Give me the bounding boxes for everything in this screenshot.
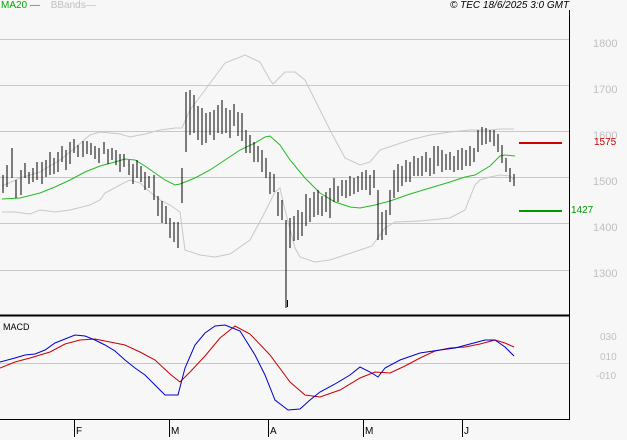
x-tick-jun: J xyxy=(464,426,469,437)
x-tick-may: M xyxy=(365,426,374,437)
price-grid xyxy=(0,39,569,364)
macd-title: MACD xyxy=(3,322,30,332)
macd-signal-line xyxy=(0,325,515,398)
price-tick-1700: 1700 xyxy=(593,84,618,96)
legend-ma20: MA20 — xyxy=(1,0,40,11)
macd-tick-neg10: -010 xyxy=(596,371,617,382)
macd-tick-10: 010 xyxy=(600,352,617,363)
macd-tick-30: 030 xyxy=(600,332,617,343)
resistance-label: 1575 xyxy=(594,137,617,148)
x-tick-mar: M xyxy=(171,426,180,437)
price-tick-1800: 1800 xyxy=(593,38,618,50)
legend-bbands: BBands— xyxy=(50,0,96,11)
x-tick-feb: F xyxy=(76,426,83,437)
price-tick-1600: 1600 xyxy=(593,130,618,142)
support-label: 1427 xyxy=(571,205,594,216)
chart-legend: MA20 — BBands— xyxy=(1,0,96,12)
x-tick-apr: A xyxy=(270,426,277,437)
x-axis-ticks xyxy=(74,420,463,437)
bbands-lower xyxy=(2,174,515,263)
price-tick-1400: 1400 xyxy=(593,222,618,234)
bbands-upper xyxy=(1,54,514,187)
price-tick-1300: 1300 xyxy=(593,268,618,280)
copyright-timestamp: © TEC 18/6/2025 3:0 GMT xyxy=(450,0,570,11)
price-tick-1500: 1500 xyxy=(593,176,618,188)
ohlc-bars xyxy=(2,90,515,308)
macd-line xyxy=(0,324,515,411)
